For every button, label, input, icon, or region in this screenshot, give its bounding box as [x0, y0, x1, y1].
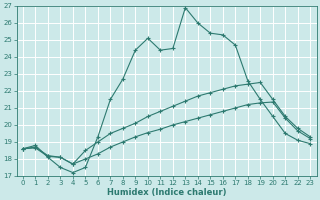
X-axis label: Humidex (Indice chaleur): Humidex (Indice chaleur) [107, 188, 226, 197]
